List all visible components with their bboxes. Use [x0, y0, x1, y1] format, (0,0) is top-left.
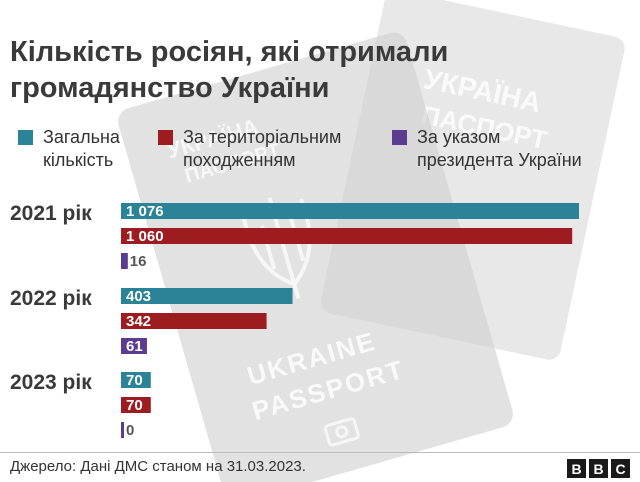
- bar-territorial-1: [121, 313, 267, 329]
- legend-swatch-territorial: [158, 130, 173, 145]
- bar-territorial-0: [121, 228, 573, 244]
- legend-label-total: Загальна кількість: [43, 127, 120, 170]
- legend-swatch-total: [18, 130, 33, 145]
- chart-title: Кількість росіян, які отримали громадянс…: [10, 36, 449, 104]
- bar-total-1: [121, 288, 293, 304]
- legend-item-total: Загальна кількість: [18, 126, 120, 172]
- bbc-logo-letter-3: C: [611, 459, 630, 478]
- legend-label-territorial: За територіальним походженням: [183, 127, 342, 170]
- bbc-logo-letter-2: B: [589, 459, 608, 478]
- legend-item-decree: За указом президента України: [392, 126, 582, 172]
- legend-label-decree: За указом президента України: [417, 127, 582, 170]
- legend-swatch-decree: [392, 130, 407, 145]
- bar-territorial-2: [121, 397, 151, 413]
- category-label-2021: 2021 рік: [10, 202, 92, 225]
- passport-front: УКРАЇНА ПАСПОРТ UKRAINE PASSPORT: [118, 32, 513, 482]
- bar-value-decree-1: 61: [126, 338, 143, 355]
- bar-total-2: [121, 372, 151, 388]
- bar-value-territorial-2: 70: [126, 397, 143, 414]
- footer-divider: [0, 452, 640, 453]
- bar-value-total-2: 70: [126, 372, 143, 389]
- legend-item-territorial: За територіальним походженням: [158, 126, 341, 172]
- bar-decree-2: [121, 422, 124, 438]
- bbc-logo-letter-1: B: [567, 459, 586, 478]
- category-label-2022: 2022 рік: [10, 287, 92, 310]
- source-note: Джерело: Дані ДМС станом на 31.03.2023.: [10, 458, 306, 475]
- bar-value-territorial-1: 342: [126, 313, 151, 330]
- bar-total-0: [121, 203, 579, 219]
- category-label-2023: 2023 рік: [10, 371, 92, 394]
- bar-value-decree-0: 16: [130, 253, 147, 270]
- bbc-logo: B B C: [567, 459, 630, 478]
- bar-value-total-0: 1 076: [126, 203, 164, 220]
- biometric-chip-icon: [323, 417, 360, 447]
- bar-value-territorial-0: 1 060: [126, 228, 164, 245]
- bar-decree-1: [121, 338, 147, 354]
- bar-value-decree-2: 0: [126, 422, 134, 439]
- bar-decree-0: [121, 253, 128, 269]
- bar-value-total-1: 403: [126, 288, 151, 305]
